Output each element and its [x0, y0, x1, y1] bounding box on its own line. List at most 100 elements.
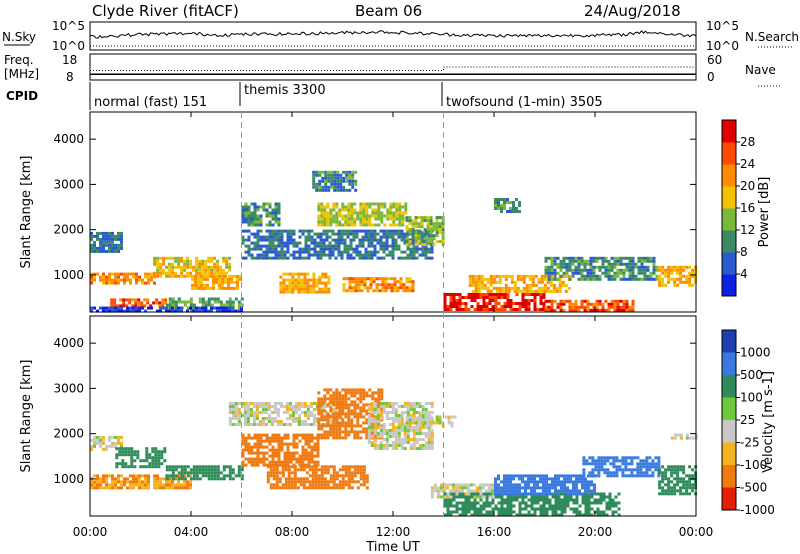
power-cell-15 [586, 305, 590, 309]
velocity-cell-13 [636, 462, 640, 466]
power-cell-0 [99, 237, 102, 241]
power-cell-7 [328, 250, 332, 254]
velocity-cell-0 [108, 435, 111, 439]
velocity-cell-13 [642, 474, 646, 478]
velocity-cell-8 [412, 447, 416, 450]
velocity-cell-6 [317, 468, 321, 472]
power-cell-7 [370, 235, 374, 239]
power-cell-2 [143, 304, 147, 308]
power-cell-7 [349, 244, 353, 248]
velocity-cell-5 [289, 451, 293, 455]
velocity-cell-6 [326, 480, 330, 484]
velocity-cell-8 [424, 447, 428, 450]
power-cell-9 [315, 170, 319, 174]
power-cell-15 [613, 305, 617, 309]
velocity-cell-11 [533, 498, 537, 502]
power-cell-7 [298, 250, 302, 254]
power-cell-2 [134, 298, 138, 302]
power-cell-1 [147, 275, 150, 279]
power-cell-7 [382, 247, 386, 251]
velocity-cell-13 [615, 459, 619, 463]
velocity-cell-5 [304, 463, 308, 467]
velocity-cell-12 [527, 492, 530, 496]
velocity-cell-11 [557, 495, 561, 499]
velocity-cell-12 [569, 477, 572, 481]
velocity-cell-5 [298, 460, 302, 464]
velocity-cell-11 [461, 495, 465, 499]
velocity-cell-5 [280, 436, 284, 440]
velocity-cell-12 [590, 483, 593, 487]
power-cell-17 [688, 274, 692, 278]
velocity-cell-8 [415, 432, 419, 435]
velocity-cell-4 [267, 420, 271, 423]
power-cell-7 [358, 229, 362, 233]
velocity-cell-8 [430, 402, 434, 405]
velocity-cell-6 [305, 480, 309, 484]
power-cell-15 [595, 299, 599, 303]
velocity-cell-13 [621, 471, 625, 475]
velocity-cell-6 [281, 486, 285, 490]
velocity-cell-11 [536, 501, 540, 505]
power-cell-10 [392, 214, 396, 218]
velocity-cell-4 [276, 402, 280, 405]
velocity-cell-11 [536, 507, 540, 511]
velocity-cell-11 [482, 513, 486, 517]
velocity-cell-12 [560, 474, 563, 478]
power-cell-14 [498, 280, 502, 284]
power-cell-16 [619, 268, 623, 272]
power-cell-3 [210, 265, 214, 269]
velocity-cell-8 [394, 417, 398, 420]
velocity-cell-12 [593, 483, 596, 487]
velocity-cell-5 [295, 451, 299, 455]
velocity-cell-6 [323, 486, 327, 490]
velocity-cell-9 [405, 418, 409, 422]
velocity-cell-12 [545, 483, 548, 487]
velocity-cell-8 [391, 435, 395, 438]
power-cell-1 [93, 275, 96, 279]
velocity-cell-11 [590, 495, 594, 499]
power-cell-10 [356, 214, 360, 218]
power-cell-11 [357, 289, 361, 293]
power-cell-10 [344, 217, 348, 221]
power-cell-4 [201, 303, 205, 307]
velocity-cell-8 [418, 447, 422, 450]
power-cell-12 [426, 216, 430, 220]
velocity-cell-10 [436, 492, 440, 496]
velocity-cell-5 [265, 436, 269, 440]
power-cell-1 [141, 278, 144, 282]
power-cell-7 [415, 256, 419, 260]
power-cell-1 [105, 278, 108, 282]
velocity-cell-4 [303, 414, 307, 417]
velocity-cell-6 [347, 468, 351, 472]
power-cell-6 [271, 223, 275, 227]
power-cell-7 [343, 244, 347, 248]
power-cell-10 [341, 208, 345, 212]
velocity-cell-3 [180, 471, 184, 475]
power-cell-17 [685, 265, 689, 269]
power-cell-16 [580, 256, 584, 260]
power-cell-17 [658, 277, 662, 281]
velocity-cell-6 [341, 477, 345, 481]
velocity-cell-0 [120, 444, 123, 448]
power-cell-12 [429, 219, 433, 223]
velocity-cell-6 [296, 477, 300, 481]
velocity-cell-7 [356, 430, 360, 434]
power-cell-7 [286, 244, 290, 248]
velocity-cell-10 [430, 495, 434, 499]
power-cell-16 [598, 274, 602, 278]
power-cell-7 [328, 241, 332, 245]
power-cell-7 [388, 244, 392, 248]
power-cell-10 [374, 217, 378, 221]
velocity-cell-3 [177, 471, 181, 475]
velocity-cell-13 [606, 471, 610, 475]
velocity-cell-5 [259, 451, 263, 455]
power-cell-16 [622, 268, 626, 272]
velocity-cell-13 [621, 456, 625, 460]
power-cell-7 [364, 256, 368, 260]
power-cell-9 [312, 185, 316, 189]
velocity-cell-12 [515, 474, 518, 478]
velocity-cell-10 [451, 489, 455, 493]
velocity-cell-13 [615, 468, 619, 472]
power-cell-16 [616, 259, 620, 263]
power-cell-14 [513, 289, 517, 293]
